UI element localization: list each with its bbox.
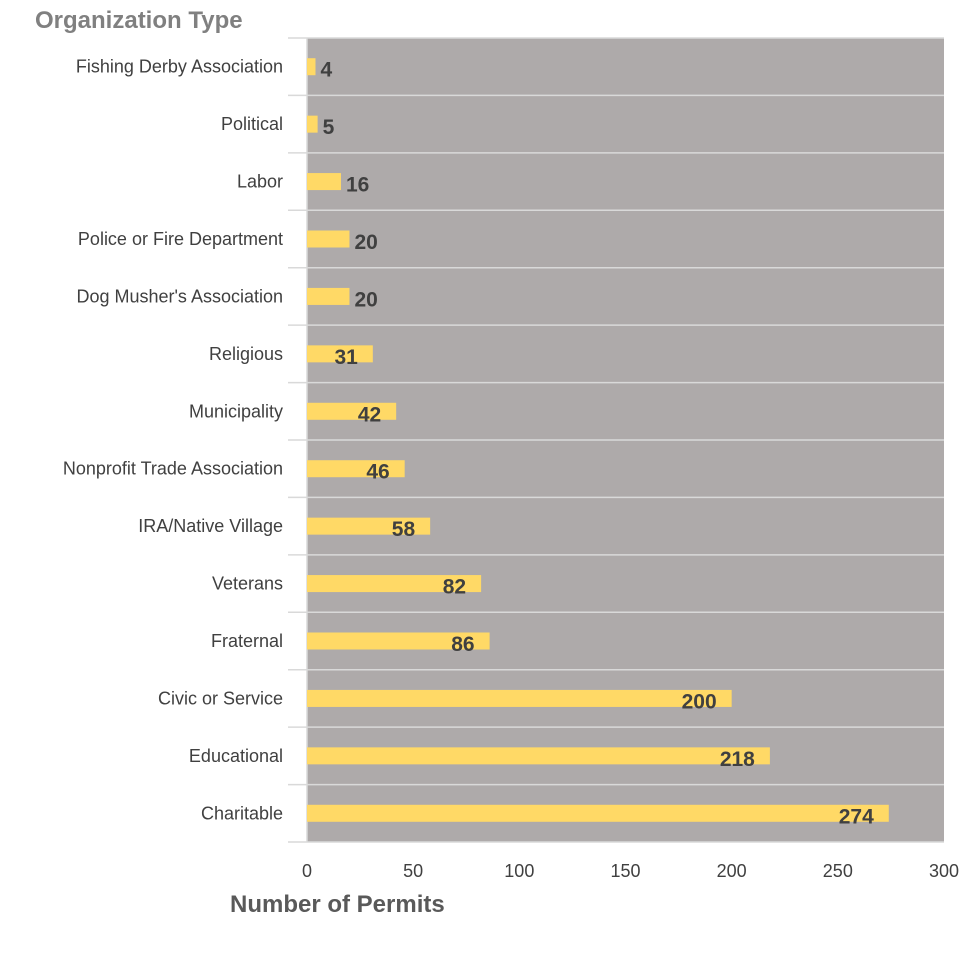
gridlines bbox=[288, 37, 944, 843]
data-label: 31 bbox=[334, 346, 358, 369]
x-tick-label: 150 bbox=[610, 861, 640, 881]
bar bbox=[307, 173, 341, 191]
category-label: Labor bbox=[237, 172, 283, 192]
x-tick-label: 0 bbox=[302, 861, 312, 881]
data-label: 274 bbox=[839, 805, 874, 828]
data-label: 218 bbox=[720, 748, 755, 771]
bar bbox=[307, 747, 770, 765]
data-label: 4 bbox=[320, 59, 332, 82]
x-tick-label: 200 bbox=[717, 861, 747, 881]
bar bbox=[307, 460, 405, 478]
category-label: Charitable bbox=[201, 803, 283, 823]
category-label: Nonprofit Trade Association bbox=[63, 459, 283, 479]
data-label: 86 bbox=[451, 633, 474, 656]
x-tick-label: 50 bbox=[403, 861, 423, 881]
bar bbox=[307, 402, 397, 420]
bar bbox=[307, 345, 373, 363]
category-label: Political bbox=[221, 114, 283, 134]
category-label: Municipality bbox=[189, 401, 283, 421]
category-label: Police or Fire Department bbox=[78, 229, 283, 249]
category-label: Religious bbox=[209, 344, 283, 364]
data-label: 46 bbox=[366, 461, 389, 484]
category-labels: Fishing Derby Association Political Labor P… bbox=[63, 57, 283, 824]
x-axis-title: Number of Permits bbox=[230, 891, 445, 918]
bar bbox=[307, 230, 350, 248]
bar bbox=[307, 632, 490, 650]
data-label: 5 bbox=[323, 116, 335, 139]
data-label: 58 bbox=[392, 518, 416, 541]
data-label: 20 bbox=[354, 288, 377, 311]
bar bbox=[307, 575, 482, 593]
data-label: 82 bbox=[443, 576, 466, 599]
category-label: IRA/Native Village bbox=[138, 516, 283, 536]
category-label: Fraternal bbox=[211, 631, 283, 651]
bar bbox=[307, 287, 350, 305]
x-tick-label: 250 bbox=[823, 861, 853, 881]
category-label: Fishing Derby Association bbox=[76, 57, 283, 77]
y-axis-title: Organization Type bbox=[35, 7, 243, 34]
category-label: Civic or Service bbox=[158, 688, 283, 708]
x-tick-labels: 0 50 100 150 200 250 300 bbox=[302, 861, 959, 881]
data-label: 20 bbox=[354, 231, 377, 254]
bars bbox=[307, 58, 889, 822]
x-tick-label: 300 bbox=[929, 861, 959, 881]
data-label: 42 bbox=[358, 403, 381, 426]
x-tick-label: 100 bbox=[504, 861, 534, 881]
bar bbox=[307, 115, 318, 133]
bar bbox=[307, 58, 316, 76]
bar bbox=[307, 689, 732, 707]
category-label: Dog Musher's Association bbox=[76, 286, 283, 306]
data-label: 200 bbox=[682, 690, 717, 713]
bar bbox=[307, 517, 431, 535]
category-label: Veterans bbox=[212, 574, 283, 594]
data-label: 16 bbox=[346, 174, 369, 197]
data-labels: 4 5 16 20 20 31 42 46 58 82 86 200 218 274 bbox=[320, 59, 874, 829]
bar bbox=[307, 804, 889, 822]
category-label: Educational bbox=[189, 746, 283, 766]
